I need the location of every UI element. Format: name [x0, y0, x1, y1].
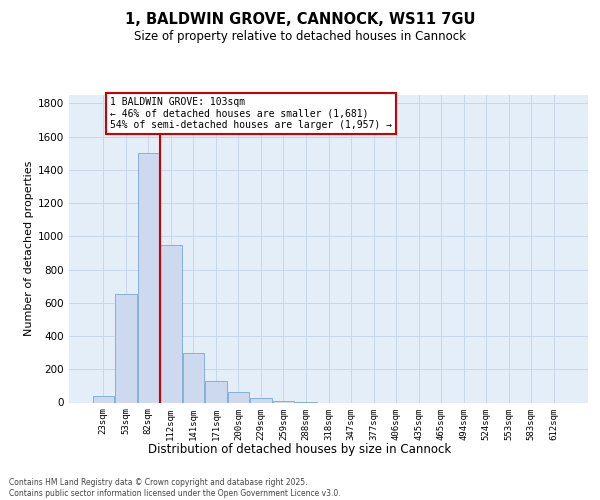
Bar	[137, 153, 159, 402]
Bar	[205, 381, 227, 402]
Bar	[115, 294, 137, 403]
Bar	[182, 354, 204, 403]
Text: 1, BALDWIN GROVE, CANNOCK, WS11 7GU: 1, BALDWIN GROVE, CANNOCK, WS11 7GU	[125, 12, 475, 28]
Y-axis label: Number of detached properties: Number of detached properties	[24, 161, 34, 336]
Text: Size of property relative to detached houses in Cannock: Size of property relative to detached ho…	[134, 30, 466, 43]
Bar	[228, 392, 249, 402]
Bar	[160, 244, 182, 402]
Bar	[250, 398, 272, 402]
Text: 1 BALDWIN GROVE: 103sqm
← 46% of detached houses are smaller (1,681)
54% of semi: 1 BALDWIN GROVE: 103sqm ← 46% of detache…	[110, 96, 392, 130]
Text: Distribution of detached houses by size in Cannock: Distribution of detached houses by size …	[148, 442, 452, 456]
Text: Contains HM Land Registry data © Crown copyright and database right 2025.
Contai: Contains HM Land Registry data © Crown c…	[9, 478, 341, 498]
Bar	[273, 401, 294, 402]
Bar	[92, 396, 114, 402]
